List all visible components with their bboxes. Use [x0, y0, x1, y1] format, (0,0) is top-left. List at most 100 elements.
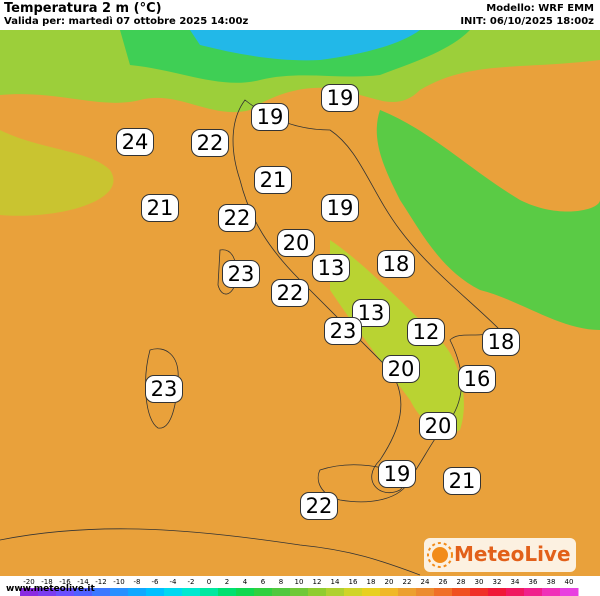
color-cell: [416, 588, 435, 596]
temperature-label: 21: [443, 467, 481, 495]
colorbar-tick-label: 34: [511, 578, 520, 586]
title: Temperatura 2 m (°C): [4, 1, 162, 16]
colorbar-tick-label: 8: [279, 578, 283, 586]
temperature-label: 22: [191, 129, 229, 157]
colorbar-tick-label: 20: [385, 578, 394, 586]
init: INIT: 06/10/2025 18:00z: [460, 16, 594, 27]
colorbar-tick-label: 14: [331, 578, 340, 586]
temperature-label: 22: [300, 492, 338, 520]
temperature-label: 22: [271, 279, 309, 307]
balkan-zone: [376, 110, 600, 330]
color-cell: [200, 588, 219, 596]
color-cell: [56, 588, 75, 596]
color-cell: [290, 588, 309, 596]
temperature-label: 12: [407, 318, 445, 346]
color-cell: [164, 588, 183, 596]
model: Modello: WRF EMM: [486, 3, 594, 14]
colorbar-tick-label: 24: [421, 578, 430, 586]
temperature-label: 13: [312, 254, 350, 282]
color-cell: [362, 588, 381, 596]
colorbar-tick-label: -10: [113, 578, 124, 586]
temperature-label: 19: [321, 194, 359, 222]
color-cell: [182, 588, 201, 596]
colorbar-tick-label: -2: [188, 578, 195, 586]
colorbar-tick-label: -12: [95, 578, 106, 586]
temperature-label: 21: [141, 194, 179, 222]
temperature-label: 20: [277, 229, 315, 257]
colorbar-tick-label: -6: [152, 578, 160, 586]
temperature-label: 20: [419, 412, 457, 440]
apennine-zone: [330, 240, 464, 433]
colorbar-tick-label: 18: [367, 578, 376, 586]
logo-sun: [427, 542, 453, 568]
color-cell: [146, 588, 165, 596]
color-cell: [488, 588, 507, 596]
temperature-label: 20: [382, 355, 420, 383]
color-cell: [380, 588, 399, 596]
temperature-label: 22: [218, 204, 256, 232]
colorbar-tick-label: 28: [457, 578, 466, 586]
temperature-label: 16: [458, 365, 496, 393]
temperature-label: 19: [321, 84, 359, 112]
temperature-label: 19: [251, 103, 289, 131]
color-cell: [110, 588, 129, 596]
temperature-label: 18: [482, 328, 520, 356]
color-cell: [452, 588, 471, 596]
colorbar-tick-label: -18: [41, 578, 52, 586]
temperature-label: 18: [377, 250, 415, 278]
color-cell: [128, 588, 147, 596]
color-cell: [434, 588, 453, 596]
colorbar-tick-label: 0: [207, 578, 211, 586]
colorbar-tick-label: 36: [529, 578, 538, 586]
colorbar-tick-label: 30: [475, 578, 484, 586]
color-cell: [326, 588, 345, 596]
france-zone: [0, 130, 114, 216]
colorbar-tick-label: 10: [295, 578, 304, 586]
colorbar-tick-label: 22: [403, 578, 412, 586]
url: www.meteolive.it: [6, 584, 95, 594]
coastline-africa: [0, 528, 421, 576]
colorbar-tick-label: -8: [134, 578, 141, 586]
colorbar-tick-label: 2: [225, 578, 229, 586]
color-cell: [38, 588, 57, 596]
colorbar-tick-label: 26: [439, 578, 448, 586]
color-cell: [20, 588, 39, 596]
coastline-italy: [232, 99, 501, 493]
color-cell: [236, 588, 255, 596]
temperature-label: 19: [378, 460, 416, 488]
header-band: [0, 0, 600, 30]
temperature-label: 13: [352, 299, 390, 327]
temperature-label: 23: [324, 317, 362, 345]
logo: MeteoLive: [424, 538, 576, 572]
color-cell: [506, 588, 525, 596]
color-cell: [542, 588, 561, 596]
color-cell: [524, 588, 543, 596]
logo-text: MeteoLive: [454, 542, 571, 566]
colorbar-tick-label: -4: [170, 578, 178, 586]
color-cell: [308, 588, 327, 596]
colorbar-tick-label: 38: [547, 578, 556, 586]
color-cell: [398, 588, 417, 596]
coastline-sicily: [317, 464, 411, 503]
temperature-label: 24: [116, 128, 154, 156]
temperature-label: 23: [222, 260, 260, 288]
subtitle: Valida per: martedì 07 ottobre 2025 14:0…: [4, 16, 249, 27]
color-cell: [344, 588, 363, 596]
temperature-label: 21: [254, 166, 292, 194]
color-cell: [218, 588, 237, 596]
colorbar-tick-label: 4: [243, 578, 248, 586]
colorbar-tick-label: 16: [349, 578, 358, 586]
colorbar-tick-label: -20: [23, 578, 34, 586]
colorbar-tick-label: -16: [59, 578, 71, 586]
colorbar-tick-label: 12: [313, 578, 322, 586]
colorbar-tick-label: -14: [77, 578, 89, 586]
colorbar-tick-label: 32: [493, 578, 502, 586]
color-cell: [74, 588, 93, 596]
colorbar: -20 -18 -16 -14 -12 -10 -8 -6 -4 -2 0 2 4 6 8 10 12 14 16 1…: [20, 578, 579, 596]
color-cell: [92, 588, 111, 596]
color-cell: [470, 588, 489, 596]
temperature-label: 23: [145, 375, 183, 403]
colorbar-tick-label: 6: [261, 578, 266, 586]
